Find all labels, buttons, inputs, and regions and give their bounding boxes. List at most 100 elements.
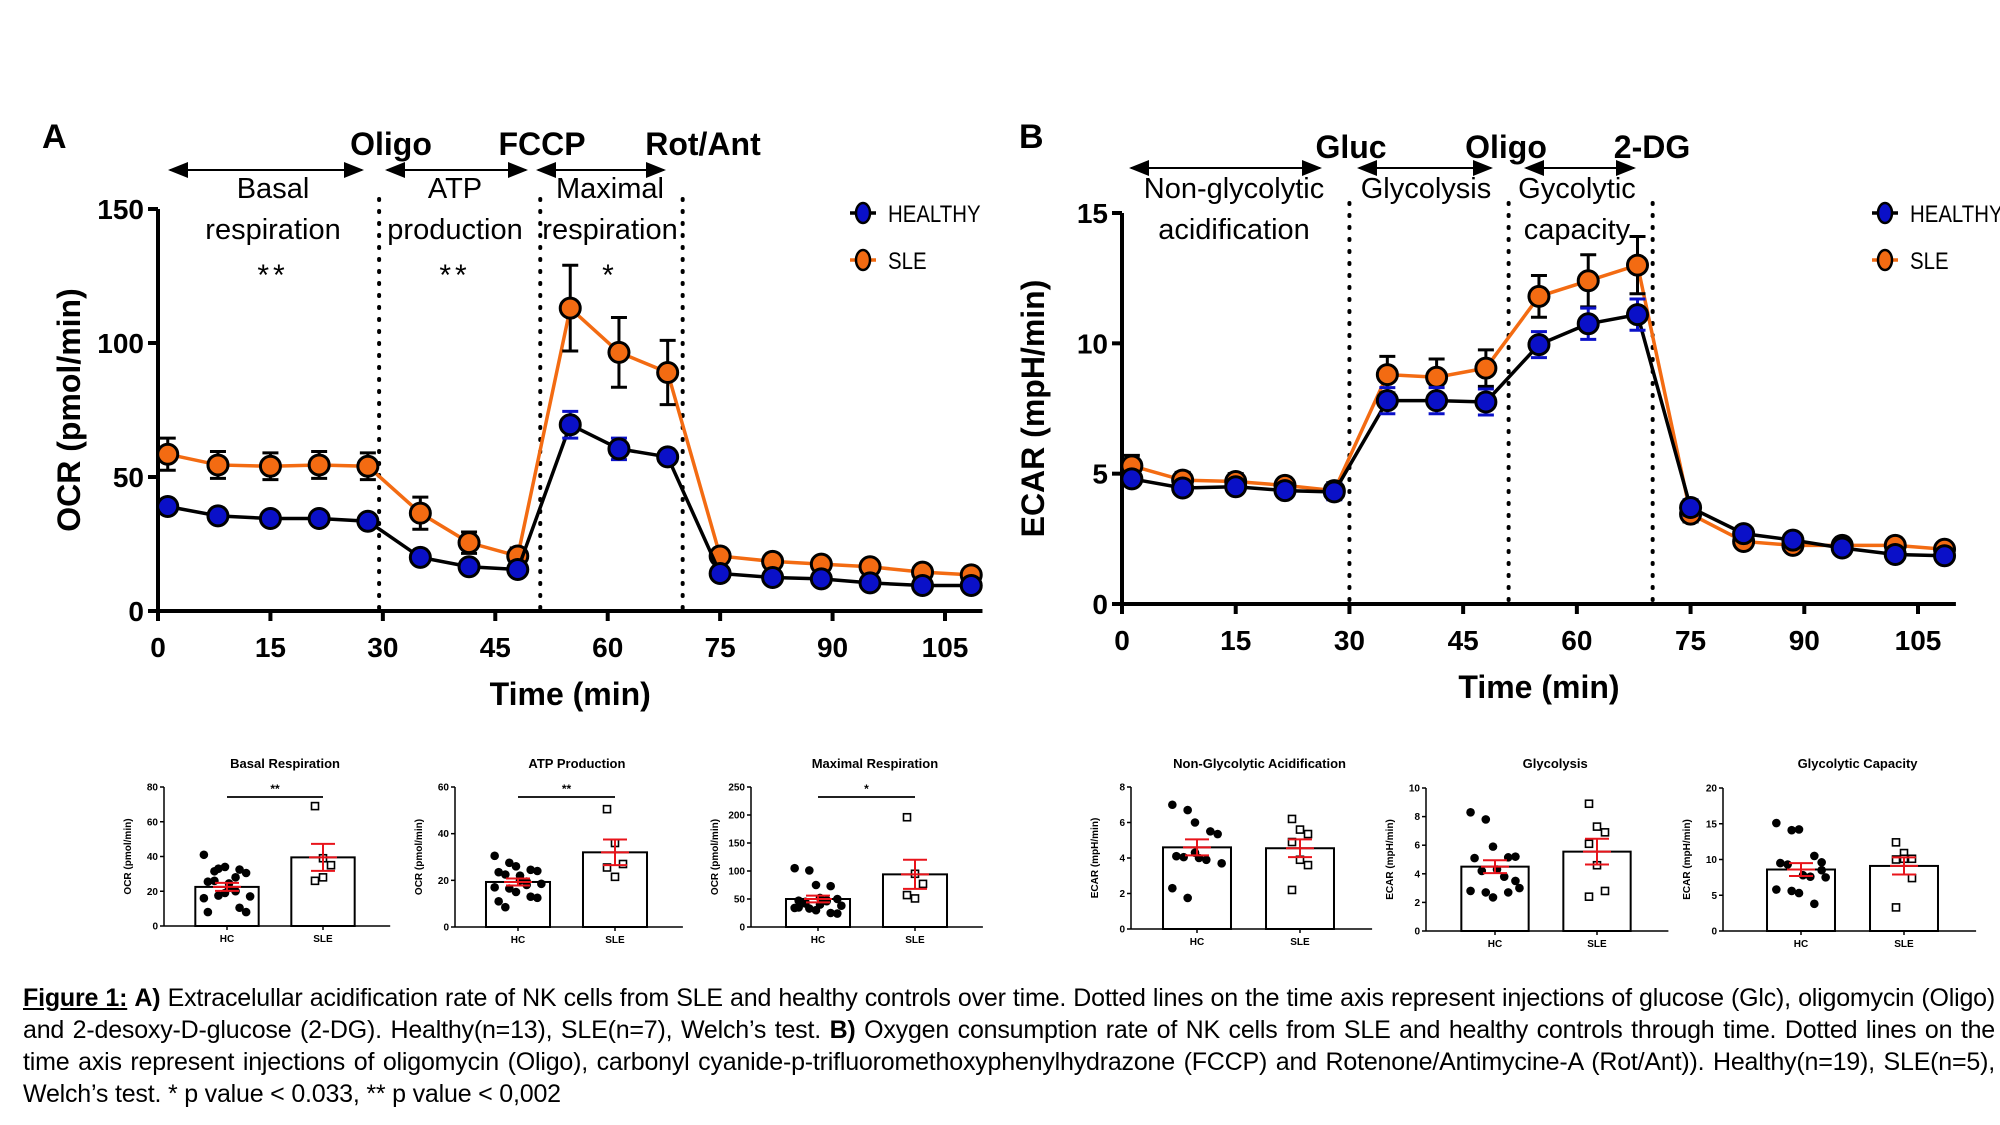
data-point-healthy	[1273, 479, 1297, 503]
y-tick-label: 10	[1706, 855, 1718, 866]
data-point-hc	[794, 903, 803, 912]
data-point-hc	[805, 866, 814, 875]
phase-label: Basal	[237, 173, 310, 205]
phase-label: Gycolytic	[1518, 173, 1636, 205]
data-point-sle	[310, 801, 320, 811]
data-point-healthy	[1527, 333, 1551, 357]
data-point-hc	[1794, 825, 1804, 834]
data-point-healthy	[1576, 312, 1600, 336]
data-point-hc	[220, 862, 230, 872]
data-point-hc	[1206, 827, 1215, 836]
data-point-hc	[203, 907, 213, 917]
data-point-hc	[1179, 852, 1188, 862]
significance-stars: **	[562, 782, 572, 796]
data-point-hc	[231, 873, 240, 882]
y-tick-label: 250	[728, 783, 745, 794]
data-point-sle	[1626, 253, 1650, 277]
caption-b-text: Oxygen consumption rate of NK cells from…	[23, 1016, 1995, 1108]
x-tick-label: 30	[1334, 625, 1365, 656]
bar-chart-title: Basal Respiration	[230, 756, 340, 771]
data-point-hc	[494, 867, 503, 877]
y-tick-label: 0	[1119, 925, 1125, 936]
data-point-sle	[1425, 365, 1449, 389]
data-point-hc	[526, 892, 535, 901]
y-tick-label: 5	[1092, 459, 1108, 490]
x-tick-label: HC	[220, 934, 234, 945]
phase-label: Maximal	[556, 173, 664, 205]
data-point-hc	[1470, 853, 1479, 863]
data-point-sle	[918, 879, 928, 889]
data-point-healthy	[959, 574, 983, 598]
significance-stars: *	[602, 259, 618, 292]
data-point-hc	[501, 870, 510, 879]
data-point-hc	[235, 903, 244, 913]
data-point-hc	[1481, 888, 1491, 897]
y-tick-label: 100	[728, 867, 745, 878]
y-axis-title: ECAR (mpH/min)	[1385, 819, 1396, 900]
phase-label: capacity	[1524, 214, 1631, 246]
x-tick-label: 60	[1561, 625, 1592, 656]
data-point-healthy	[156, 494, 180, 518]
data-point-sle	[1303, 860, 1313, 870]
data-point-hc	[837, 901, 846, 911]
x-tick-label: HC	[511, 935, 525, 946]
data-point-hc	[1488, 893, 1498, 902]
y-tick-label: 5	[1711, 891, 1717, 902]
data-point-healthy	[1375, 389, 1399, 413]
data-point-hc	[1776, 858, 1785, 868]
data-point-healthy	[1679, 496, 1703, 520]
data-point-sle	[356, 454, 380, 478]
data-point-hc	[1503, 888, 1513, 897]
data-point-sle	[310, 876, 320, 886]
x-tick-label: SLE	[1290, 937, 1310, 948]
data-point-hc	[833, 909, 842, 918]
x-tick-label: HC	[1488, 939, 1502, 950]
data-point-sle	[1375, 363, 1399, 387]
x-tick-label: 45	[1448, 625, 1479, 656]
y-tick-label: 0	[152, 922, 158, 933]
injection-label: Oligo	[1465, 129, 1547, 165]
caption-b-label: B)	[829, 1016, 856, 1044]
phase-label: Glycolysis	[1361, 173, 1492, 205]
y-tick-label: 60	[438, 783, 450, 794]
data-point-hc	[794, 896, 803, 905]
data-point-hc	[1466, 886, 1475, 896]
y-tick-label: 150	[728, 839, 745, 850]
x-tick-label: HC	[811, 935, 825, 946]
data-point-hc	[1783, 860, 1792, 869]
data-point-healthy	[1224, 475, 1248, 499]
significance-stars: **	[257, 259, 288, 292]
data-point-hc	[1172, 851, 1181, 861]
data-point-sle	[1295, 825, 1305, 834]
y-tick-label: 4	[1119, 854, 1125, 865]
x-tick-label: SLE	[1587, 939, 1607, 950]
legend-marker	[854, 201, 872, 225]
data-point-healthy	[761, 566, 785, 589]
y-tick-label: 20	[1706, 784, 1718, 795]
x-tick-label: 45	[480, 632, 511, 663]
data-point-hc	[1511, 852, 1520, 861]
data-point-sle	[457, 531, 481, 555]
y-axis-title: OCR (pmol/min)	[414, 819, 425, 895]
data-point-healthy	[1830, 536, 1854, 560]
data-point-sle	[902, 812, 912, 822]
data-point-sle	[307, 453, 331, 477]
y-tick-label: 20	[147, 887, 159, 898]
bar-chart-title: Maximal Respiration	[812, 756, 938, 771]
data-point-healthy	[1474, 390, 1498, 414]
y-axis-title: OCR (pmol/min)	[123, 818, 134, 894]
data-point-hc	[241, 907, 251, 917]
bar-chart-glycolytic-capacity: Glycolytic Capacity ECAR (mpH/min) 0 5 10 15 2…	[1682, 756, 1977, 950]
injection-label: Rot/Ant	[645, 126, 761, 162]
caption-a-label: A)	[134, 984, 161, 1012]
bar-chart-basal-respiration: Basal Respiration OCR (pmol/min) 0 20 40 60 80…	[123, 756, 391, 945]
data-point-healthy	[1732, 522, 1756, 546]
phase-label: respiration	[542, 214, 677, 246]
injection-label: FCCP	[498, 126, 585, 162]
data-point-hc	[203, 877, 213, 886]
y-axis-title: ECAR (mpH/min)	[1090, 818, 1101, 899]
data-point-hc	[533, 893, 542, 903]
figure-caption: Figure 1: A) Extracelullar acidification…	[23, 982, 1995, 1110]
x-tick-label: 75	[1675, 625, 1706, 656]
data-point-hc	[1817, 865, 1826, 875]
